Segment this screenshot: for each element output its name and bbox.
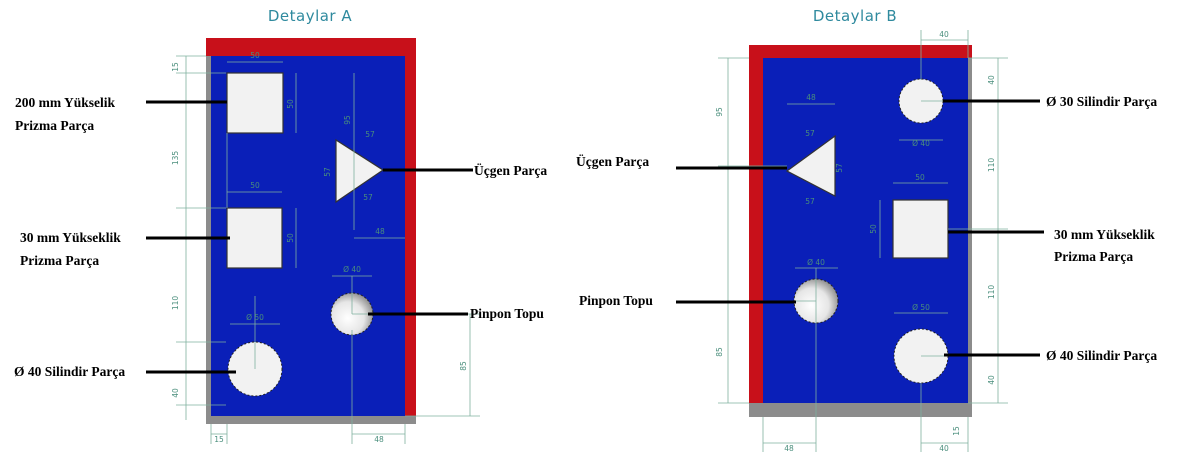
panel-a-red-right	[405, 38, 416, 416]
dim-label: 48	[806, 93, 816, 102]
label-prism-200-line2: Prizma Parça	[15, 118, 94, 133]
dim-label: 110	[987, 158, 996, 173]
dim-label: 57	[805, 129, 815, 138]
dim-label: 135	[171, 151, 180, 166]
label-prism-200-line1: 200 mm Yükselik	[15, 95, 116, 110]
dim-label: 57	[323, 167, 332, 177]
label-prism-30-b-line1: 30 mm Yükseklik	[1054, 227, 1155, 242]
panel-b-title: Detaylar B	[813, 7, 897, 25]
label-cylinder-40: Ø 40 Silindir Parça	[14, 364, 125, 379]
dim-label: 57	[365, 130, 375, 139]
dim-label: 50	[286, 233, 295, 243]
panel-b-red-top	[749, 45, 972, 58]
dim-label: 15	[214, 435, 224, 444]
label-triangle: Üçgen Parça	[474, 163, 547, 178]
panel-a-cylinder-outline	[227, 341, 283, 397]
dim-label: 57	[805, 197, 815, 206]
panel-b-red-left	[749, 45, 763, 403]
dim-label: 15	[952, 426, 961, 436]
dim-label: Ø 40	[912, 139, 930, 148]
label-pingpong: Pinpon Topu	[470, 306, 544, 321]
dim-label: 40	[987, 375, 996, 385]
dim-label: 95	[343, 115, 352, 125]
dim-label: Ø 40	[343, 265, 361, 274]
dim-label: 50	[915, 173, 925, 182]
dim-label: 48	[375, 227, 385, 236]
label-cylinder-30: Ø 30 Silindir Parça	[1046, 94, 1157, 109]
dim-label: 40	[987, 75, 996, 85]
dim-label: 110	[987, 285, 996, 300]
label-prism-30-line2: Prizma Parça	[20, 253, 99, 268]
dim-label: Ø 50	[912, 303, 930, 312]
panel-a-title: Detaylar A	[268, 7, 353, 25]
dim-label: 48	[784, 444, 794, 453]
panel-a-triangle	[335, 138, 385, 204]
panel-b-triangle	[785, 134, 836, 197]
dim-label: 85	[459, 361, 468, 371]
panel-a: Detaylar A	[14, 7, 547, 444]
label-pingpong-b: Pinpon Topu	[579, 293, 653, 308]
dim-label: 50	[869, 224, 878, 234]
dim-label: 50	[250, 181, 260, 190]
dim-label: 57	[363, 193, 373, 202]
label-cylinder-40-b: Ø 40 Silindir Parça	[1046, 348, 1157, 363]
dim-label: 95	[715, 107, 724, 117]
dim-label: 50	[286, 99, 295, 109]
dim-label: 40	[939, 444, 949, 453]
panel-b-dimensions: 40 40 95 48 57 57 57 Ø 40 110 50 50 Ø 40…	[715, 30, 1008, 453]
dim-label: 40	[171, 388, 180, 398]
dim-label: 110	[171, 296, 180, 311]
label-prism-30-b-line2: Prizma Parça	[1054, 249, 1133, 264]
label-prism-30-line1: 30 mm Yükseklik	[20, 230, 121, 245]
label-triangle-b: Üçgen Parça	[576, 154, 649, 169]
dim-label: 15	[171, 62, 180, 72]
dim-label: 40	[939, 30, 949, 39]
dim-label: Ø 40	[807, 258, 825, 267]
dim-label: 85	[715, 347, 724, 357]
dim-label: 48	[374, 435, 384, 444]
panel-a-prism-200	[226, 72, 284, 134]
dim-label: 57	[835, 163, 844, 173]
dim-label: 50	[250, 51, 260, 60]
dim-label: Ø 50	[246, 313, 264, 322]
panel-a-prism-30	[226, 207, 283, 269]
panel-b-prism-30	[892, 199, 949, 259]
panel-b: Detaylar B	[576, 7, 1157, 453]
panel-a-red-top	[206, 38, 416, 56]
